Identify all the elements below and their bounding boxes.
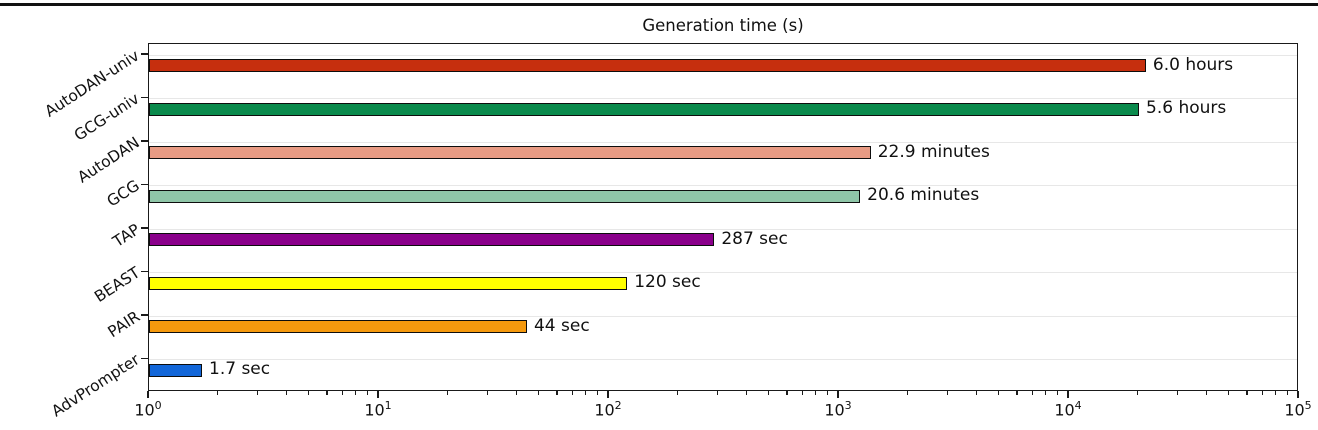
x-minor-tick-mark bbox=[1016, 391, 1018, 395]
x-minor-tick-mark bbox=[257, 391, 259, 395]
x-minor-tick-mark bbox=[308, 391, 310, 395]
bar-value-label: 22.9 minutes bbox=[877, 141, 990, 162]
bar-value-label: 20.6 minutes bbox=[867, 185, 980, 206]
y-tick-label-GCG: GCG bbox=[103, 176, 143, 211]
x-minor-tick-mark bbox=[487, 391, 489, 395]
x-minor-tick-mark bbox=[947, 391, 949, 395]
y-tick-mark bbox=[140, 53, 148, 55]
x-minor-tick-mark bbox=[786, 391, 788, 395]
bar-AutoDAN bbox=[149, 146, 871, 160]
bar-GCG bbox=[149, 189, 861, 203]
x-minor-tick-mark bbox=[571, 391, 573, 395]
y-tick-mark bbox=[140, 140, 148, 142]
chart-title: Generation time (s) bbox=[642, 16, 804, 35]
x-minor-tick-mark bbox=[906, 391, 908, 395]
y-gridline bbox=[149, 359, 1297, 361]
x-tick-label: 100 bbox=[134, 399, 162, 420]
x-tick-mark bbox=[1067, 391, 1069, 398]
x-minor-tick-mark bbox=[975, 391, 978, 395]
x-tick-label: 104 bbox=[1054, 399, 1082, 420]
x-minor-tick-mark bbox=[1136, 391, 1138, 395]
y-gridline bbox=[149, 54, 1297, 56]
x-minor-tick-mark bbox=[676, 391, 678, 395]
y-gridline bbox=[149, 98, 1297, 100]
x-tick-label: 102 bbox=[594, 399, 622, 420]
x-minor-tick-mark bbox=[1205, 391, 1208, 395]
x-minor-tick-mark bbox=[1031, 391, 1033, 395]
plot-area bbox=[148, 43, 1298, 391]
figure-top-rule bbox=[0, 3, 1318, 6]
x-minor-tick-mark bbox=[515, 391, 518, 395]
x-minor-tick-mark bbox=[745, 391, 748, 395]
x-minor-tick-mark bbox=[998, 391, 1000, 395]
x-minor-tick-mark bbox=[326, 391, 328, 395]
x-minor-tick-mark bbox=[1246, 391, 1248, 395]
x-minor-tick-mark bbox=[1177, 391, 1179, 395]
bar-AutoDAN-univ bbox=[149, 59, 1146, 73]
bar-TAP bbox=[149, 233, 715, 247]
y-gridline bbox=[149, 272, 1297, 274]
x-minor-tick-mark bbox=[585, 391, 587, 395]
x-minor-tick-mark bbox=[1228, 391, 1230, 395]
bar-value-label: 44 sec bbox=[533, 315, 590, 336]
x-tick-label: 101 bbox=[364, 399, 392, 420]
x-tick-mark bbox=[377, 391, 379, 398]
x-minor-tick-mark bbox=[355, 391, 357, 395]
x-tick-mark bbox=[147, 391, 149, 398]
bar-value-label: 120 sec bbox=[634, 272, 701, 293]
bar-value-label: 287 sec bbox=[721, 228, 788, 249]
x-minor-tick-mark bbox=[1275, 391, 1277, 395]
x-minor-tick-mark bbox=[1286, 391, 1289, 395]
bar-AdvPrompter bbox=[149, 363, 202, 377]
x-minor-tick-mark bbox=[556, 391, 558, 395]
y-tick-label-BEAST: BEAST bbox=[90, 263, 143, 307]
bar-PAIR bbox=[149, 320, 527, 334]
x-tick-mark bbox=[607, 391, 609, 398]
x-minor-tick-mark bbox=[826, 391, 829, 395]
y-tick-mark bbox=[140, 314, 148, 316]
x-minor-tick-mark bbox=[285, 391, 288, 395]
y-gridline bbox=[149, 315, 1297, 317]
y-gridline bbox=[149, 185, 1297, 187]
x-minor-tick-mark bbox=[216, 391, 218, 395]
y-tick-mark bbox=[140, 183, 148, 186]
y-gridline bbox=[149, 228, 1297, 230]
x-minor-tick-mark bbox=[717, 391, 719, 395]
y-tick-label-PAIR: PAIR bbox=[104, 307, 143, 342]
x-minor-tick-mark bbox=[1045, 391, 1047, 395]
y-tick-mark bbox=[140, 357, 148, 360]
x-minor-tick-mark bbox=[341, 391, 343, 395]
x-tick-label: 103 bbox=[824, 399, 852, 420]
x-minor-tick-mark bbox=[768, 391, 770, 395]
y-tick-mark bbox=[140, 270, 148, 273]
bar-value-label: 6.0 hours bbox=[1152, 54, 1234, 75]
x-minor-tick-mark bbox=[815, 391, 817, 395]
y-tick-mark bbox=[140, 96, 148, 99]
x-minor-tick-mark bbox=[1056, 391, 1059, 395]
x-tick-mark bbox=[837, 391, 839, 398]
bar-value-label: 1.7 sec bbox=[209, 359, 271, 380]
y-gridline bbox=[149, 141, 1297, 143]
x-minor-tick-mark bbox=[366, 391, 369, 395]
x-minor-tick-mark bbox=[1261, 391, 1263, 395]
x-minor-tick-mark bbox=[801, 391, 803, 395]
x-minor-tick-mark bbox=[538, 391, 540, 395]
bar-GCG-univ bbox=[149, 102, 1140, 116]
y-tick-mark bbox=[140, 227, 148, 229]
bar-value-label: 5.6 hours bbox=[1146, 98, 1227, 119]
x-tick-mark bbox=[1297, 391, 1299, 398]
bar-BEAST bbox=[149, 276, 628, 290]
x-tick-label: 105 bbox=[1284, 399, 1312, 420]
x-minor-tick-mark bbox=[446, 391, 448, 395]
x-minor-tick-mark bbox=[596, 391, 599, 395]
y-tick-label-TAP: TAP bbox=[109, 220, 143, 251]
